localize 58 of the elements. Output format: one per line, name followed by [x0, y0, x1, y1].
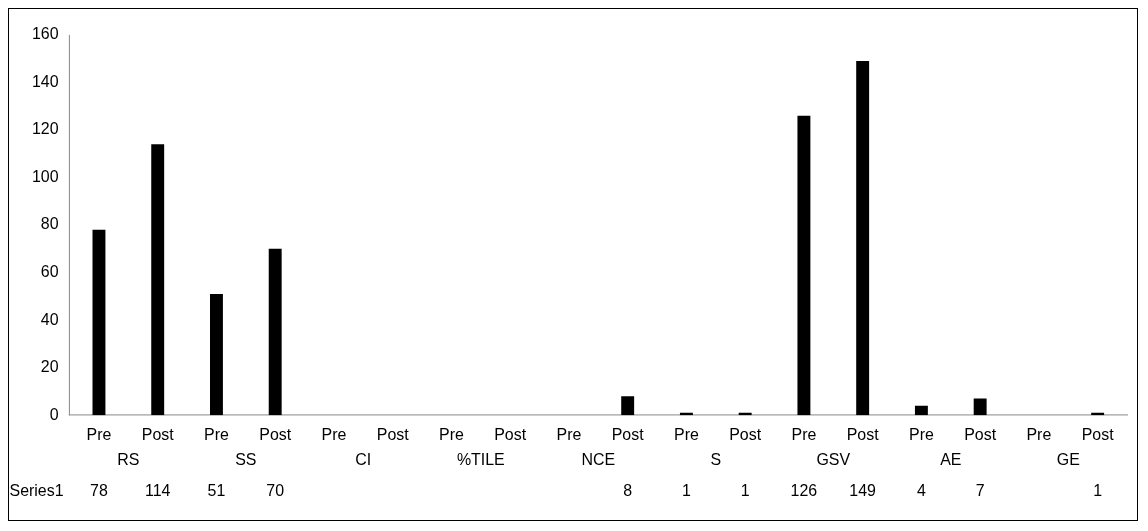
x-tick-label: Pre	[321, 426, 347, 444]
data-label: 7	[975, 482, 985, 500]
y-tick-label: 120	[31, 120, 59, 138]
y-tick-label: 80	[40, 215, 59, 233]
data-label: 51	[207, 482, 226, 500]
data-label: 70	[266, 482, 285, 500]
y-tick-label: 160	[31, 25, 59, 43]
text: AE	[940, 450, 962, 468]
y-tick-label: 60	[40, 263, 59, 280]
data-label: 1	[1093, 482, 1103, 500]
text: S	[710, 450, 722, 468]
x-tick-label: Post	[259, 426, 292, 444]
text: SS	[235, 450, 257, 468]
data-label: 1	[740, 482, 750, 500]
y-tick-label: 100	[31, 167, 59, 185]
data-label: 126	[790, 482, 818, 500]
x-tick-label: Pre	[674, 426, 699, 444]
text: NCE	[581, 450, 616, 468]
data-label: 1	[681, 482, 691, 500]
text: CI	[355, 450, 372, 468]
bar	[151, 144, 165, 416]
bar	[621, 396, 635, 416]
data-label: 8	[623, 482, 633, 500]
text: GE	[1056, 450, 1080, 468]
x-tick-label: Pre	[439, 426, 464, 444]
y-tick-label: 20	[40, 358, 59, 376]
text: %TILE	[456, 450, 505, 468]
x-tick-label: Post	[729, 426, 762, 444]
bar	[209, 293, 223, 416]
bar	[797, 115, 811, 416]
y-tick-label: 40	[40, 310, 59, 328]
data-label: 114	[144, 482, 171, 500]
text: RS	[117, 450, 140, 468]
y-tick-label: 140	[31, 72, 59, 90]
text: Series1	[9, 482, 64, 500]
bar	[973, 398, 987, 416]
y-tick-label: 0	[49, 405, 59, 423]
x-tick-label: Post	[611, 426, 645, 444]
data-label: 78	[90, 482, 108, 500]
bar	[268, 248, 282, 416]
data-label: 4	[916, 482, 926, 500]
x-tick-label: Post	[964, 426, 997, 444]
bar	[914, 405, 928, 416]
text: GSV	[816, 450, 851, 468]
x-tick-label: Post	[141, 426, 175, 444]
x-tick-label: Post	[494, 426, 527, 444]
x-tick-label: Post	[376, 426, 410, 444]
x-tick-label: Pre	[204, 426, 229, 444]
x-tick-label: Pre	[86, 426, 112, 444]
x-tick-label: Post	[846, 426, 880, 444]
x-tick-label: Post	[1081, 426, 1115, 444]
x-tick-label: Pre	[1026, 426, 1052, 444]
x-tick-label: Pre	[791, 426, 817, 444]
bar	[92, 229, 106, 416]
x-tick-label: Pre	[908, 426, 934, 444]
x-tick-label: Pre	[556, 426, 582, 444]
data-label: 149	[849, 482, 877, 500]
bar	[856, 61, 870, 416]
